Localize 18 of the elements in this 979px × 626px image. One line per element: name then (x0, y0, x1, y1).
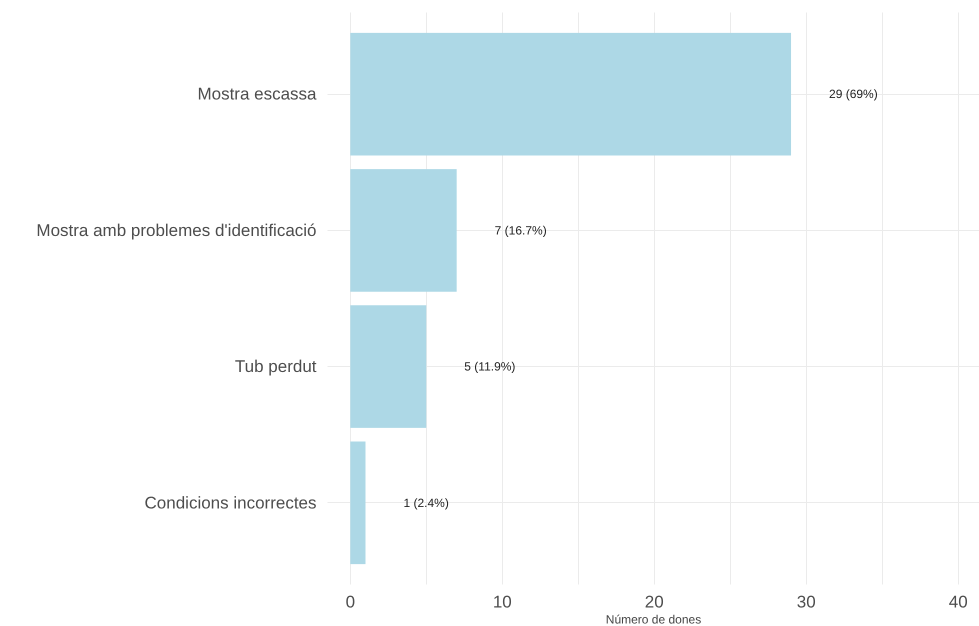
y-tick-label: Mostra escassa (197, 84, 318, 104)
data-label: 1 (2.4%) (403, 496, 449, 510)
x-tick-label: 0 (346, 592, 356, 612)
x-tick-label: 40 (948, 592, 968, 612)
bar (350, 305, 426, 428)
x-tick-label: 20 (644, 592, 664, 612)
y-tick-label: Condicions incorrectes (144, 493, 316, 512)
x-axis-title: Número de dones (606, 612, 702, 626)
y-tick-label: Tub perdut (234, 357, 317, 376)
bar (350, 32, 792, 156)
bar (350, 442, 366, 564)
data-label: 7 (16.7%) (494, 223, 547, 238)
y-tick-label: Mostra amb problemes d'identificació (36, 220, 316, 240)
bar (350, 169, 457, 292)
x-tick-label: 30 (796, 592, 816, 612)
x-tick-label: 10 (492, 592, 512, 612)
data-label: 29 (69%) (829, 87, 878, 102)
data-label: 5 (11.9%) (464, 360, 516, 374)
